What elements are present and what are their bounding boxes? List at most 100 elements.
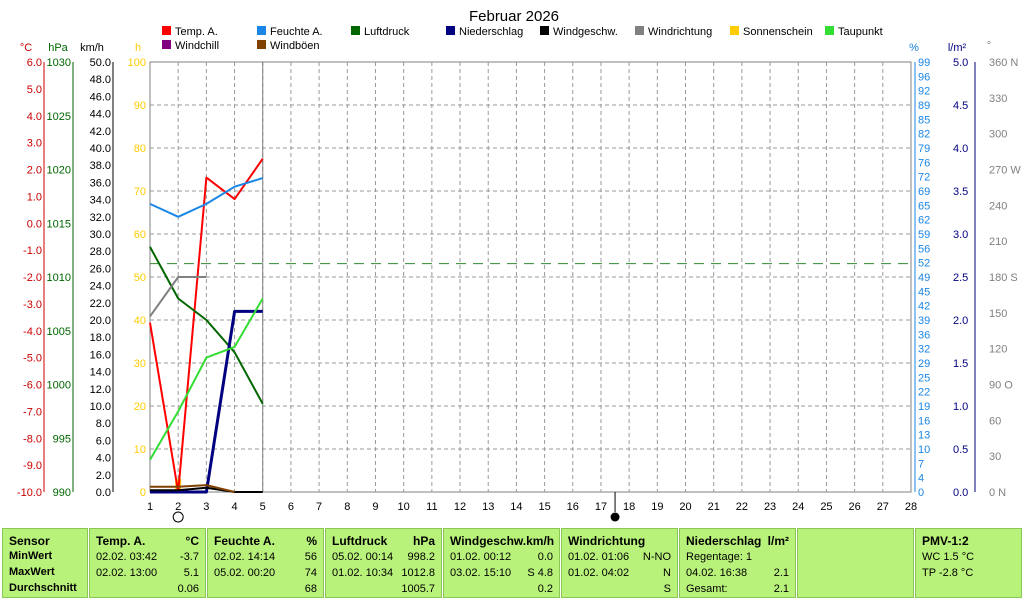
x-tick-label: 23: [764, 501, 776, 513]
stats-avg-label: Durchschnitt: [9, 582, 77, 594]
stats-temp-avg-value: 0.06: [177, 583, 199, 595]
stats-pmv-dewpoint: TP -2.8 °C: [922, 567, 974, 579]
wind-tick-label: 28.0: [90, 246, 111, 258]
humidity-tick-label: 96: [918, 71, 930, 83]
temp-unit: °C: [20, 42, 32, 54]
direction-tick-label: 240: [989, 200, 1007, 212]
stats-wind-avg-value: 0.2: [537, 583, 553, 595]
legend-swatch: [446, 26, 455, 35]
x-tick-label: 12: [454, 501, 466, 513]
wind-tick-label: 22.0: [90, 298, 111, 310]
new-moon-icon: [610, 512, 620, 522]
direction-tick-label: 30: [989, 451, 1001, 463]
humidity-tick-label: 85: [918, 114, 930, 126]
temp-tick-label: -1.0: [23, 245, 42, 257]
direction-tick-label: 360 N: [989, 57, 1018, 69]
stats-rain-header: Niederschlag: [686, 534, 762, 548]
stats-rain-max-value: 2.1: [773, 567, 789, 579]
temp-tick-label: -8.0: [23, 433, 42, 445]
wind-tick-label: 12.0: [90, 384, 111, 396]
stats-temp-max-time: 02.02. 13:00: [96, 567, 158, 579]
stats-empty-panel: [797, 528, 914, 598]
stats-temp-panel: Temp. A. °C 02.02. 03:42 -3.7 02.02. 13:…: [89, 528, 206, 598]
stats-humidity-min-value: 56: [304, 551, 317, 563]
stats-pressure-min-value: 998.2: [407, 551, 435, 563]
x-tick-label: 3: [203, 501, 209, 513]
humidity-tick-label: 32: [918, 344, 930, 356]
stats-max-label: MaxWert: [9, 566, 55, 578]
temp-tick-label: -7.0: [23, 406, 42, 418]
rain-tick-label: 4.0: [953, 143, 968, 155]
humidity-tick-label: 56: [918, 243, 930, 255]
wind-tick-label: 18.0: [90, 332, 111, 344]
sun-tick-label: 40: [134, 315, 146, 327]
rain-tick-label: 1.5: [953, 358, 968, 370]
stats-pmv-panel: PMV-1:2 WC 1.5 °C TP -2.8 °C: [915, 528, 1022, 598]
wind-tick-label: 14.0: [90, 367, 111, 379]
rain-tick-label: 3.5: [953, 186, 968, 198]
legend-label: Luftdruck: [364, 26, 410, 38]
direction-unit: °: [987, 40, 991, 52]
stats-pressure-panel: Luftdruck hPa 05.02. 00:14 998.2 01.02. …: [325, 528, 442, 598]
legend-swatch: [540, 26, 549, 35]
stats-sensor-header: Sensor: [9, 534, 50, 548]
x-tick-label: 6: [288, 501, 294, 513]
legend-label: Windgeschw.: [553, 26, 618, 38]
wind-tick-label: 8.0: [96, 418, 111, 430]
wind-tick-label: 42.0: [90, 126, 111, 138]
wind-tick-label: 38.0: [90, 160, 111, 172]
rain-tick-label: 1.0: [953, 401, 968, 413]
chart-legend: Temp. A. Feuchte A. Luftdruck Niederschlag W…: [162, 26, 883, 52]
pressure-tick-label: 1005: [47, 326, 71, 338]
humidity-tick-label: 82: [918, 129, 930, 141]
temp-tick-label: -3.0: [23, 299, 42, 311]
direction-tick-label: 120: [989, 344, 1007, 356]
wind-tick-label: 26.0: [90, 263, 111, 275]
series-line: [149, 297, 264, 461]
rain-tick-label: 0.5: [953, 444, 968, 456]
pressure-tick-label: 1020: [47, 165, 71, 177]
legend-swatch: [162, 26, 171, 35]
legend-label: Windrichtung: [648, 26, 712, 38]
temp-tick-label: -2.0: [23, 272, 42, 284]
x-tick-label: 15: [538, 501, 550, 513]
direction-tick-label: 90 O: [989, 380, 1013, 392]
wind-tick-label: 0.0: [96, 487, 111, 499]
wind-tick-label: 50.0: [90, 57, 111, 69]
humidity-tick-label: 36: [918, 329, 930, 341]
x-tick-label: 11: [426, 501, 437, 513]
humidity-tick-label: 45: [918, 286, 930, 298]
x-tick-label: 22: [736, 501, 748, 513]
x-tick-label: 21: [708, 501, 720, 513]
x-tick-label: 24: [792, 501, 804, 513]
humidity-tick-label: 42: [918, 301, 930, 313]
direction-tick-label: 60: [989, 415, 1001, 427]
stats-humidity-max-value: 74: [304, 567, 317, 579]
sun-tick-label: 90: [134, 100, 146, 112]
legend-swatch: [257, 40, 266, 49]
direction-tick-label: 330: [989, 93, 1007, 105]
x-tick-label: 20: [679, 501, 691, 513]
humidity-tick-label: 65: [918, 200, 930, 212]
stats-wind-min-time: 01.02. 00:12: [450, 551, 512, 563]
rain-tick-label: 3.0: [953, 229, 968, 241]
stats-pmv-windchill: WC 1.5 °C: [922, 551, 975, 563]
temp-tick-label: 2.0: [27, 165, 42, 177]
x-tick-label: 10: [398, 501, 410, 513]
humidity-tick-label: 16: [918, 415, 930, 427]
direction-tick-label: 300: [989, 129, 1007, 141]
stats-direction-panel: Windrichtung 01.02. 01:06 N-NO 01.02. 04…: [561, 528, 678, 598]
rain-tick-label: 2.0: [953, 315, 968, 327]
stats-direction-min-value: N-NO: [642, 551, 671, 563]
wind-tick-label: 24.0: [90, 281, 111, 293]
legend-label: Feuchte A.: [270, 26, 323, 38]
rain-tick-label: 2.5: [953, 272, 968, 284]
x-tick-label: 17: [595, 501, 607, 513]
stats-pressure-avg-value: 1005.7: [401, 583, 435, 595]
legend-label: Windböen: [270, 40, 320, 52]
stats-temp-min-value: -3.7: [180, 551, 199, 563]
legend-label: Windchill: [175, 40, 219, 52]
humidity-tick-label: 25: [918, 372, 930, 384]
wind-tick-label: 46.0: [90, 91, 111, 103]
